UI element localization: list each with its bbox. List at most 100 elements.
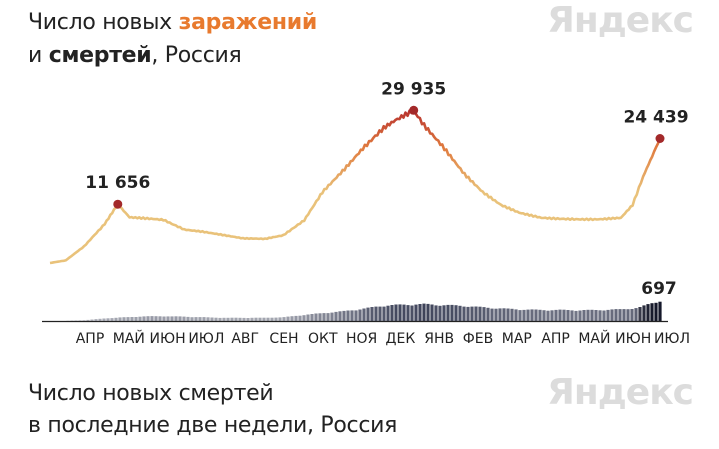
title-text: Число новых — [28, 10, 179, 35]
deaths-bar — [74, 320, 78, 321]
title-text-2: и — [28, 43, 49, 68]
deaths-bar — [174, 316, 178, 321]
deaths-bar — [130, 317, 134, 321]
deaths-bar — [606, 309, 610, 321]
deaths-bar — [518, 310, 522, 321]
month-tick-label: ЯНВ — [424, 331, 454, 347]
deaths-bar — [502, 308, 506, 321]
deaths-bar — [494, 308, 498, 321]
deaths-bar — [306, 314, 310, 321]
month-tick-label: АПР — [541, 331, 570, 347]
deaths-bar — [122, 317, 126, 321]
deaths-bar — [382, 306, 386, 321]
deaths-bar — [230, 317, 234, 321]
x-axis-ticks: АПР МАЙ ИЮН ИЮЛ АВГ СЕН ОКТ НОЯ ДЕК ЯНВ ФЕВ МАР АПР М… — [76, 329, 690, 347]
deaths-bar — [586, 309, 590, 321]
deaths-bar — [422, 303, 426, 321]
deaths-bar — [166, 316, 170, 321]
deaths-bar — [598, 310, 602, 321]
deaths-bar — [454, 305, 458, 321]
deaths-bar — [434, 305, 438, 321]
deaths-bar — [554, 309, 558, 321]
month-tick-label: ИЮН — [615, 331, 651, 347]
deaths-bar — [470, 306, 474, 321]
deaths-bar — [614, 309, 618, 321]
deaths-bar — [158, 316, 162, 321]
peak-label: 11 656 — [85, 173, 150, 193]
deaths-bar — [514, 309, 518, 321]
deaths-bar — [258, 317, 262, 321]
deaths-bar — [266, 317, 270, 321]
month-tick-label: ИЮЛ — [654, 331, 690, 347]
deaths-bar — [86, 319, 90, 321]
month-tick-label: ДЕК — [386, 331, 416, 347]
title-text-3: , Россия — [151, 43, 242, 68]
deaths-bar — [222, 317, 226, 321]
deaths-bar — [138, 316, 142, 321]
deaths-bar — [218, 317, 222, 321]
deaths-bar — [630, 309, 634, 321]
deaths-bar — [190, 317, 194, 321]
month-tick-label: ФЕВ — [463, 331, 494, 347]
deaths-bar — [610, 309, 614, 321]
subtitle-line-1: Число новых смертей — [28, 381, 274, 406]
deaths-bar — [210, 317, 214, 321]
deaths-bar — [150, 316, 154, 321]
deaths-bar — [386, 305, 390, 321]
deaths-bar — [562, 309, 566, 321]
month-tick-label: АВГ — [231, 331, 259, 347]
title-line-2: и смертей, Россия — [28, 39, 317, 72]
deaths-bar — [186, 316, 190, 321]
month-tick-label: ОКТ — [308, 331, 338, 347]
deaths-bar — [242, 317, 246, 321]
peak-label: 29 935 — [381, 79, 446, 99]
peak-dot — [655, 134, 665, 143]
month-tick-label: НОЯ — [346, 331, 377, 347]
deaths-bar — [330, 312, 334, 321]
deaths-bar — [390, 305, 394, 321]
deaths-bar — [642, 305, 646, 321]
yandex-logo-bottom: Яндекс — [547, 372, 694, 413]
deaths-bar — [634, 308, 638, 321]
deaths-bar — [578, 310, 582, 321]
deaths-bar — [574, 310, 578, 321]
deaths-bar — [622, 309, 626, 321]
deaths-bar — [658, 301, 662, 321]
cases-line — [49, 108, 662, 265]
deaths-bar — [582, 310, 586, 321]
deaths-bar — [522, 309, 526, 321]
deaths-bar — [114, 317, 118, 321]
deaths-bar — [366, 307, 370, 321]
yandex-logo-top: Яндекс — [547, 0, 694, 41]
deaths-bar — [442, 305, 446, 321]
deaths-bar — [98, 318, 102, 321]
deaths-bar — [394, 304, 398, 321]
deaths-bar — [530, 309, 534, 321]
month-tick-label: ИЮЛ — [188, 331, 224, 347]
deaths-bar — [358, 309, 362, 321]
deaths-bar — [350, 310, 354, 321]
deaths-bar — [542, 310, 546, 321]
deaths-bar — [318, 313, 322, 321]
deaths-bar — [282, 317, 286, 321]
deaths-bar — [506, 308, 510, 321]
subtitle-line-2: в последние две недели, Россия — [28, 413, 398, 438]
deaths-bar — [594, 310, 598, 321]
deaths-bar — [94, 319, 98, 321]
deaths-bar — [650, 303, 654, 321]
deaths-bar — [354, 310, 358, 321]
deaths-bar — [154, 316, 158, 321]
deaths-bar — [362, 308, 366, 321]
month-tick-label: МАР — [502, 331, 532, 347]
deaths-bar — [110, 318, 114, 321]
deaths-bar — [374, 306, 378, 321]
deaths-bar — [274, 317, 278, 321]
deaths-bar — [170, 316, 174, 321]
month-tick-label: АПР — [76, 331, 105, 347]
deaths-bar — [290, 316, 294, 321]
deaths-bar — [398, 304, 402, 321]
peak-annotations: 11 656 29 935 24 439 697 — [85, 79, 688, 299]
deaths-bar — [286, 316, 290, 321]
title-bold-word: смертей — [48, 43, 152, 68]
deaths-bar — [202, 317, 206, 321]
